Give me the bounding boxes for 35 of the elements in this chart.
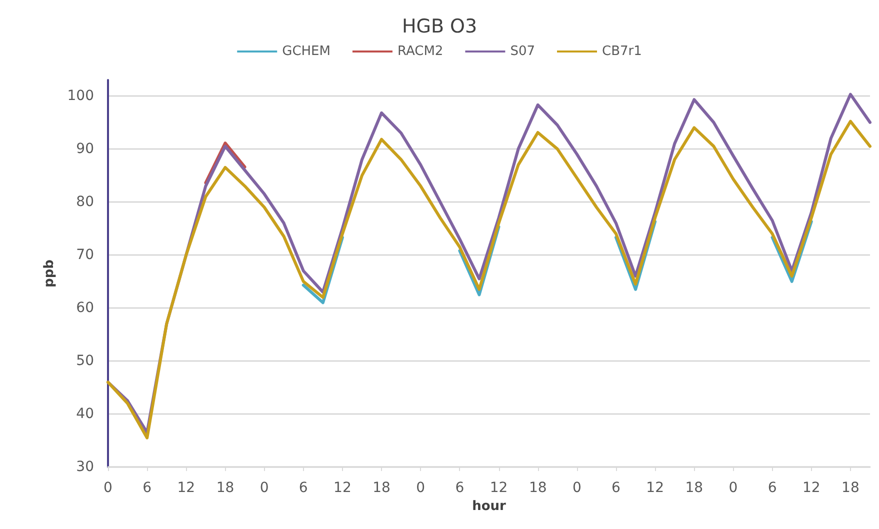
x-tick-label: 12 xyxy=(646,480,664,496)
x-tick-label: 0 xyxy=(728,480,738,496)
x-tick-label: 0 xyxy=(260,480,269,496)
x-tick-label: 6 xyxy=(455,480,464,496)
x-tick-label: 0 xyxy=(416,480,426,496)
x-tick-label: 18 xyxy=(842,480,860,496)
y-tick-label: 80 xyxy=(76,194,94,210)
x-tick-label: 12 xyxy=(334,480,352,496)
y-tick-label: 60 xyxy=(76,300,94,316)
x-tick-label: 6 xyxy=(768,480,777,496)
chart-title: HGB O3 xyxy=(402,16,478,38)
x-tick-label: 12 xyxy=(490,480,508,496)
x-axis-title: hour xyxy=(472,498,507,514)
x-tick-label: 6 xyxy=(612,480,621,496)
x-tick-label: 6 xyxy=(298,480,308,496)
x-tick-label: 12 xyxy=(802,480,820,496)
y-tick-label: 90 xyxy=(76,140,94,157)
legend-label: GCHEM xyxy=(282,44,330,59)
x-tick-label: 18 xyxy=(685,480,704,496)
legend-label: RACM2 xyxy=(397,44,444,59)
y-axis-title: ppb xyxy=(42,260,57,288)
x-tick-label: 6 xyxy=(142,480,152,496)
x-tick-label: 0 xyxy=(104,480,112,496)
legend-label: S07 xyxy=(510,44,536,59)
x-tick-label: 18 xyxy=(372,480,390,496)
x-tick-label: 12 xyxy=(177,480,196,496)
y-tick-label: 70 xyxy=(76,246,94,263)
y-tick-label: 40 xyxy=(76,406,94,422)
y-tick-label: 50 xyxy=(76,352,94,369)
y-tick-label: 100 xyxy=(67,88,94,104)
y-tick-label: 30 xyxy=(76,459,94,475)
x-tick-label: 18 xyxy=(528,480,547,496)
x-tick-label: 0 xyxy=(572,480,582,496)
legend-label: CB7r1 xyxy=(602,44,642,59)
x-tick-label: 18 xyxy=(216,480,234,496)
